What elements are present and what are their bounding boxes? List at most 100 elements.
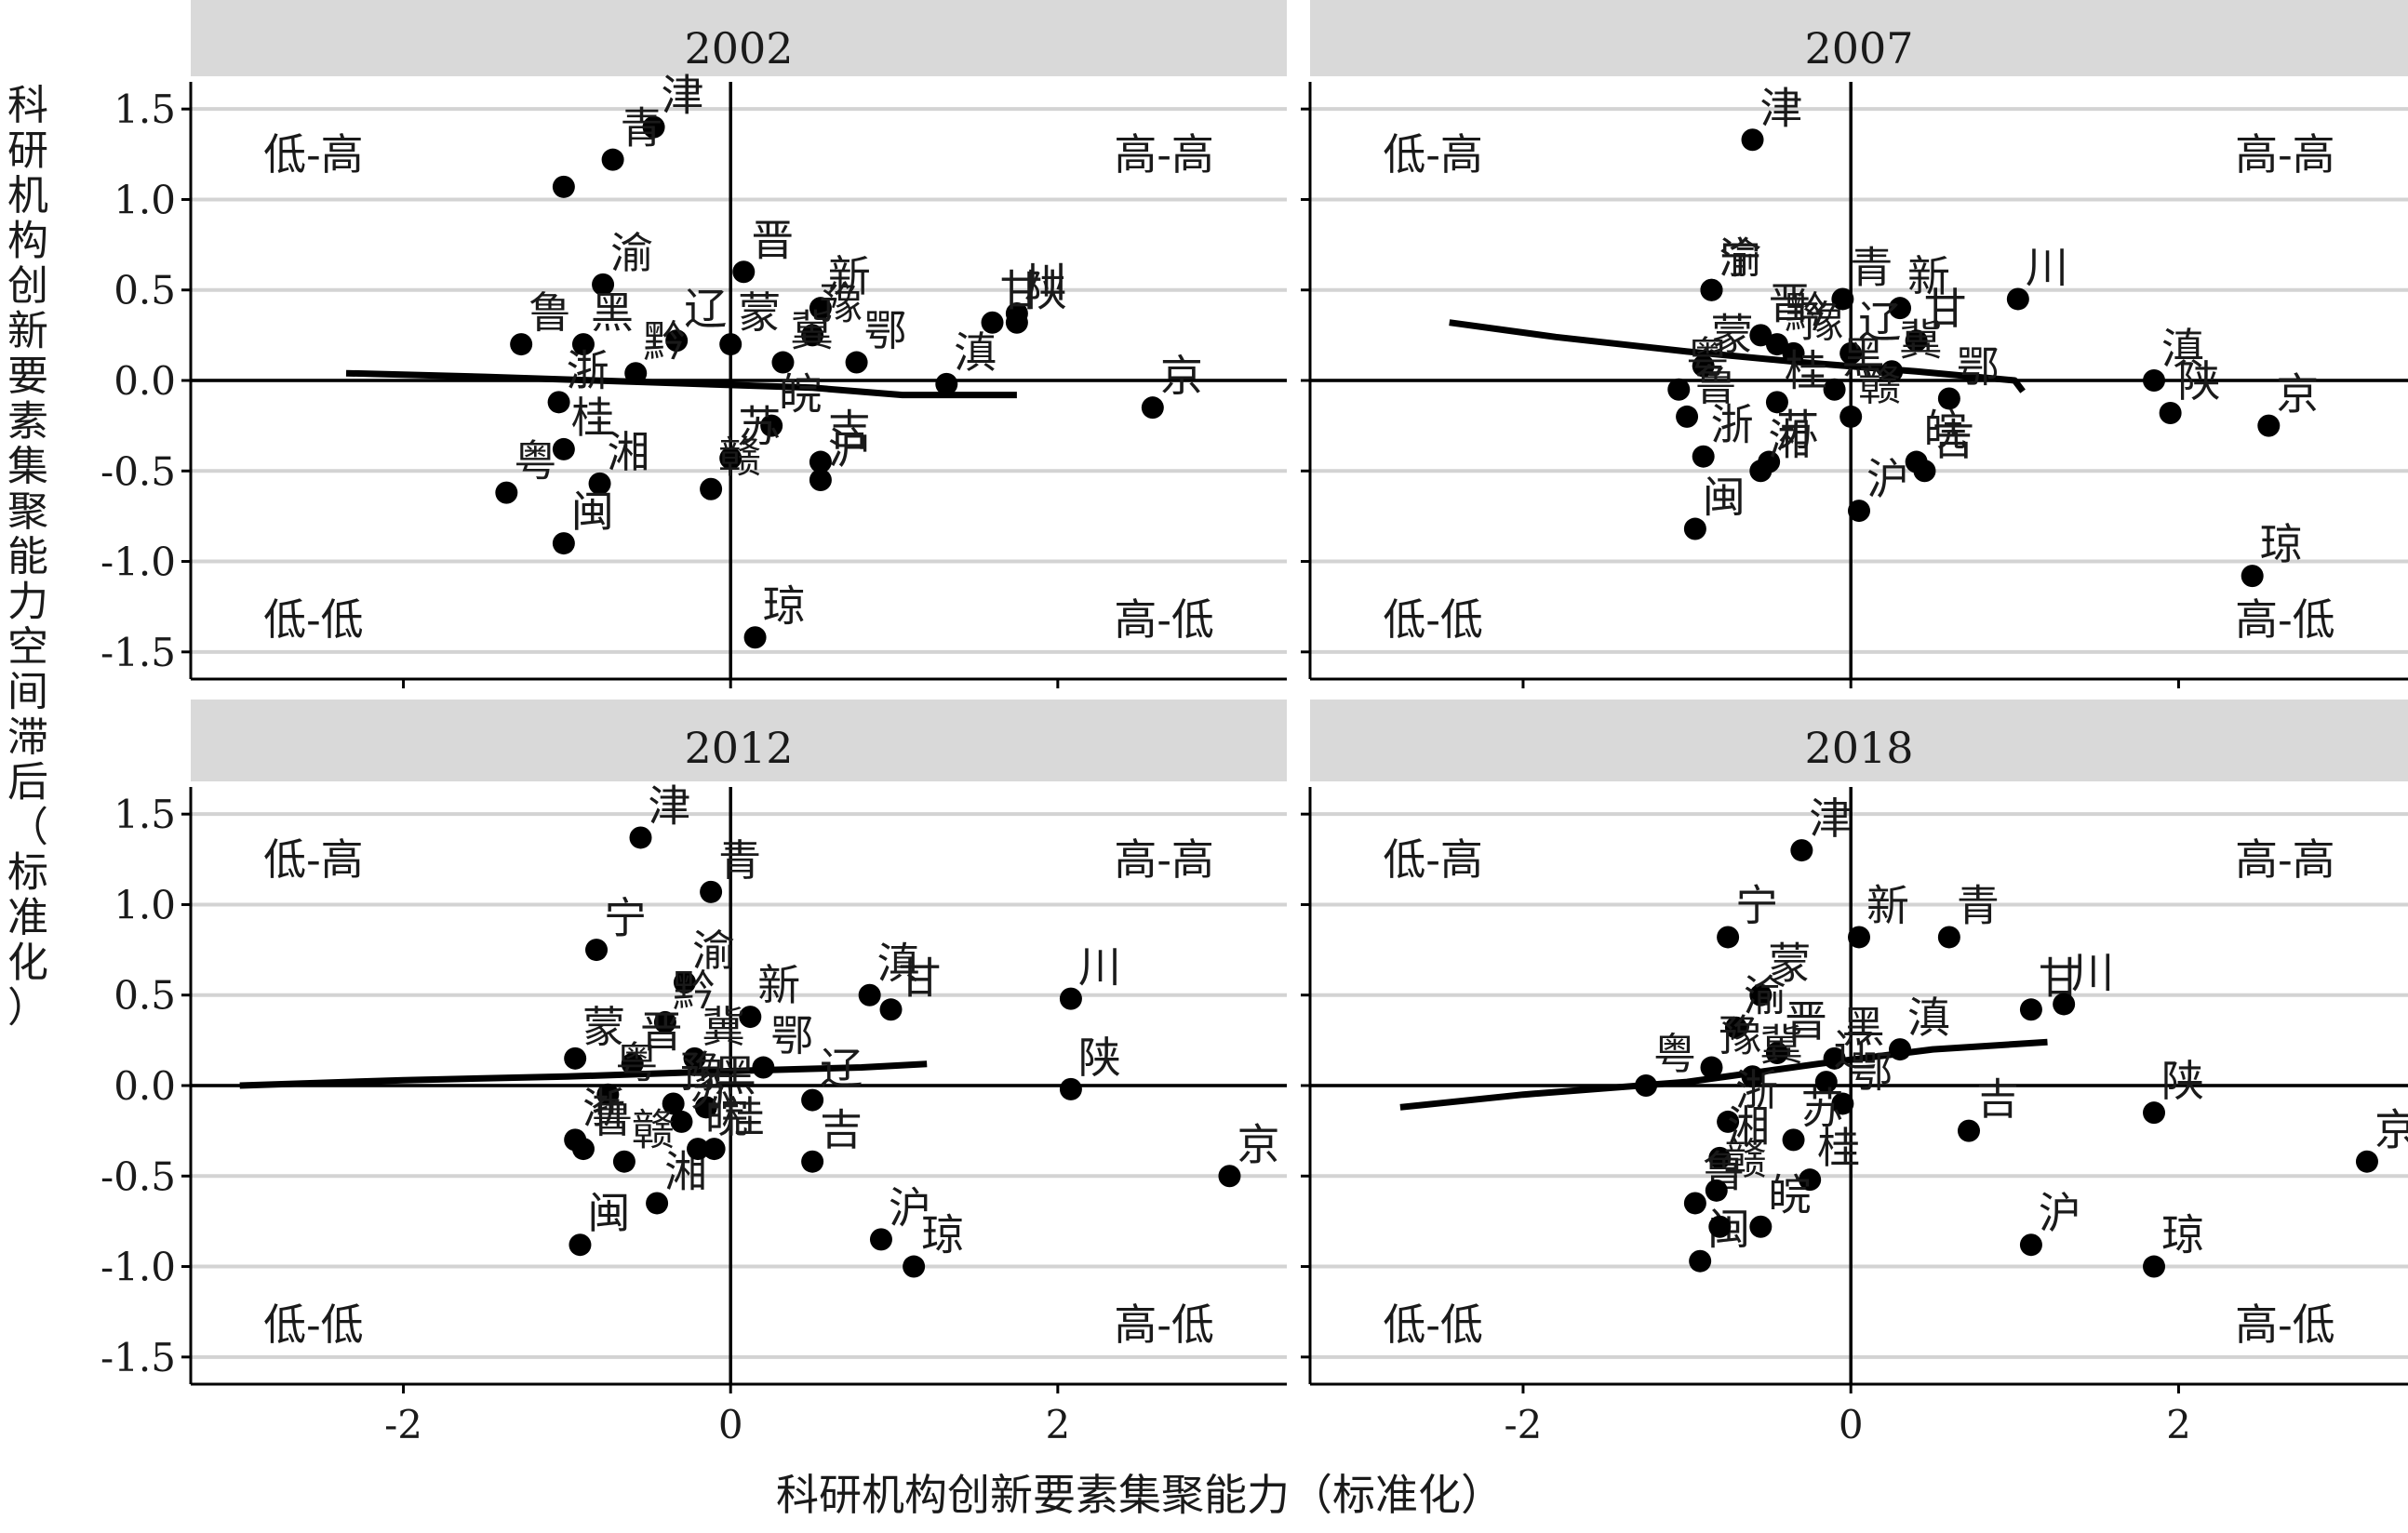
quadrant-label-bottom-left: 低-低 (263, 1300, 364, 1350)
data-point (1839, 405, 1863, 428)
point-label: 辽 (1858, 297, 1901, 347)
data-point (1717, 1110, 1740, 1133)
point-label: 沪 (889, 1182, 931, 1233)
y-tick-label: 0.0 (114, 1063, 176, 1109)
point-label: 赣 (718, 433, 761, 483)
data-point (601, 148, 624, 171)
data-point (845, 351, 868, 374)
y-tick-label: 1.5 (114, 792, 176, 837)
data-point (739, 1006, 762, 1029)
point-label: 桂 (1817, 1123, 1860, 1173)
point-label: 苏 (1776, 406, 1819, 456)
point-label: 鄂 (1850, 1046, 1893, 1097)
y-axis-label-char: 机 (7, 172, 48, 220)
data-point (1683, 1192, 1706, 1215)
point-label: 黑 (591, 287, 634, 338)
y-axis-label-char: 化 (7, 940, 48, 987)
y-tick-label: 0.5 (114, 973, 176, 1019)
data-point (771, 351, 795, 374)
y-tick-label: -1.5 (100, 630, 176, 675)
data-point (683, 1046, 706, 1070)
data-point (700, 880, 723, 903)
point-label: 新 (828, 251, 871, 301)
data-point (903, 1255, 926, 1278)
point-label: 滇 (2161, 324, 2204, 374)
data-point (1059, 1077, 1082, 1100)
quadrant-label-bottom-left: 低-低 (1383, 594, 1483, 645)
smooth-fit-line (1449, 319, 2026, 393)
data-point (1839, 341, 1863, 365)
point-label: 冀 (790, 306, 833, 356)
point-label: 甘 (1924, 284, 1967, 334)
point-label: 吉 (828, 406, 871, 456)
data-point (1635, 1074, 1658, 1097)
point-label: 鲁 (591, 1092, 634, 1142)
point-label: 渝 (1719, 233, 1761, 284)
data-point (1005, 311, 1028, 334)
data-point (694, 1096, 717, 1119)
y-tick-label: -1.0 (100, 1245, 176, 1290)
data-point (552, 175, 575, 198)
y-axis-label-char: 聚 (7, 488, 48, 536)
data-point (1692, 354, 1715, 378)
point-label: 蒙 (582, 1002, 625, 1052)
point-label: 渝 (692, 926, 735, 976)
data-point (1880, 360, 1904, 383)
data-point (1765, 391, 1788, 414)
point-label: 鲁 (528, 287, 571, 338)
point-label: 粤 (1686, 333, 1729, 383)
data-point (981, 311, 1004, 334)
data-point (732, 260, 756, 284)
y-axis-label-char: 研 (7, 127, 48, 175)
data-point (858, 983, 881, 1006)
data-point (1782, 1128, 1805, 1152)
data-point (935, 372, 958, 395)
y-axis-label-char: ） (7, 984, 48, 1032)
point-label: 鄂 (864, 306, 907, 356)
data-point (1692, 445, 1715, 468)
point-label: 川 (2071, 947, 2114, 997)
point-label: 豫 (820, 278, 863, 328)
y-tick-label: -1.5 (100, 1335, 176, 1380)
panel-strip (191, 700, 1287, 781)
x-tick-label: 0 (718, 1402, 743, 1447)
y-axis-label: 科研机构创新要素集聚能力空间滞后（标准化） (7, 82, 48, 1032)
data-point (1937, 926, 1960, 949)
point-label: 津 (1760, 83, 1803, 133)
quadrant-label-bottom-left: 低-低 (263, 594, 364, 645)
panel-title: 2012 (684, 723, 793, 773)
data-point (760, 414, 783, 437)
point-label: 川 (1024, 257, 1067, 307)
data-point (571, 1138, 595, 1161)
point-label: 蒙 (738, 287, 781, 338)
data-point (1141, 396, 1164, 420)
y-axis-label-char: 能 (7, 533, 48, 580)
data-point (1689, 1249, 1712, 1273)
point-label: 青 (718, 835, 761, 886)
data-point (662, 1092, 685, 1115)
data-point (612, 1150, 635, 1173)
point-label: 浙 (1711, 400, 1754, 450)
point-label: 川 (2026, 242, 2068, 292)
point-label: 黑 (1842, 333, 1885, 383)
point-label: 鲁 (1694, 360, 1737, 410)
data-point (585, 939, 609, 962)
point-label: 湘 (1727, 1101, 1770, 1152)
point-label: 冀 (702, 1002, 745, 1052)
point-label: 京 (1237, 1119, 1279, 1169)
point-label: 晋 (1768, 278, 1811, 328)
y-axis-label-char: 科 (7, 82, 48, 129)
quadrant-label-bottom-left: 低-低 (1383, 1300, 1483, 1350)
data-point (1708, 1215, 1732, 1238)
data-point (1705, 1179, 1728, 1202)
data-point (809, 297, 832, 320)
point-label: 闽 (587, 1188, 630, 1238)
smooth-fit-line (345, 369, 1017, 399)
data-point (801, 1150, 824, 1173)
point-label: 沪 (2039, 1188, 2081, 1238)
y-axis-label-char: 新 (7, 308, 48, 355)
data-point (1848, 500, 1870, 523)
point-label: 琼 (921, 1210, 964, 1260)
panel-title: 2007 (1804, 23, 1913, 73)
